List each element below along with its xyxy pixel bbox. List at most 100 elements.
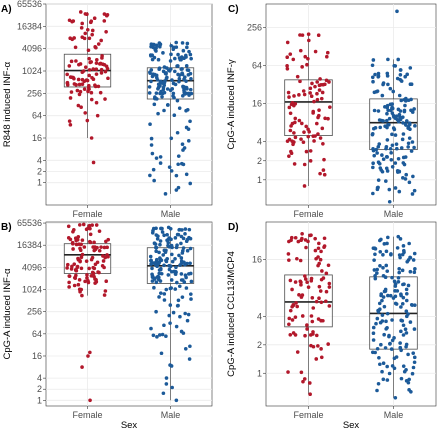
data-point bbox=[174, 265, 178, 270]
data-point bbox=[385, 71, 390, 76]
data-point bbox=[149, 326, 153, 331]
data-point bbox=[166, 68, 171, 73]
data-point bbox=[97, 270, 101, 275]
data-point bbox=[70, 75, 74, 80]
data-point bbox=[288, 128, 293, 133]
data-point bbox=[320, 90, 325, 95]
data-point bbox=[376, 381, 381, 386]
data-point bbox=[95, 245, 99, 250]
data-point bbox=[404, 119, 409, 123]
data-point bbox=[180, 295, 185, 299]
data-point bbox=[97, 229, 102, 233]
data-point bbox=[189, 292, 193, 296]
data-point bbox=[373, 252, 377, 257]
y-tick-label: 65536 bbox=[17, 218, 42, 228]
y-tick-label: 1024 bbox=[22, 66, 42, 76]
data-point bbox=[370, 63, 375, 68]
data-point bbox=[158, 242, 162, 247]
y-tick-label: 16384 bbox=[17, 21, 42, 31]
data-point bbox=[94, 100, 99, 105]
series-female bbox=[63, 222, 112, 403]
data-point bbox=[162, 65, 167, 69]
data-point bbox=[171, 94, 175, 98]
data-point bbox=[187, 227, 192, 232]
data-point bbox=[315, 80, 319, 84]
data-point bbox=[164, 376, 169, 380]
data-point bbox=[83, 12, 88, 16]
data-point bbox=[157, 271, 162, 276]
data-point bbox=[404, 172, 409, 177]
data-point bbox=[94, 72, 99, 76]
data-point bbox=[393, 133, 398, 137]
data-point bbox=[287, 258, 291, 262]
data-point bbox=[304, 124, 309, 129]
data-point bbox=[288, 278, 293, 283]
data-point bbox=[153, 262, 158, 266]
data-point bbox=[380, 169, 385, 174]
data-point bbox=[326, 263, 331, 268]
data-point bbox=[288, 308, 293, 313]
data-point bbox=[173, 236, 178, 240]
data-point bbox=[163, 192, 168, 196]
data-point bbox=[159, 291, 163, 295]
x-tick-label: Female bbox=[72, 209, 102, 219]
data-point bbox=[375, 267, 379, 272]
data-point bbox=[396, 57, 401, 62]
data-point bbox=[400, 319, 405, 323]
data-point bbox=[397, 189, 402, 194]
data-point bbox=[286, 252, 291, 256]
data-point bbox=[186, 139, 191, 143]
data-point bbox=[386, 293, 390, 298]
data-point bbox=[379, 342, 383, 347]
data-point bbox=[170, 385, 174, 390]
data-point bbox=[308, 86, 313, 91]
data-point bbox=[182, 77, 186, 82]
data-point bbox=[413, 267, 417, 271]
data-point bbox=[302, 184, 307, 188]
data-point bbox=[73, 276, 78, 280]
data-point bbox=[306, 127, 310, 132]
data-point bbox=[384, 249, 389, 254]
data-point bbox=[292, 162, 297, 166]
panel-label: B) bbox=[1, 222, 12, 233]
data-point bbox=[87, 73, 91, 78]
data-point bbox=[72, 262, 77, 266]
data-point bbox=[408, 127, 412, 132]
data-point bbox=[81, 222, 86, 227]
data-point bbox=[401, 132, 406, 136]
data-point bbox=[404, 367, 408, 372]
data-point bbox=[292, 131, 296, 135]
data-point bbox=[148, 254, 153, 259]
data-point bbox=[393, 282, 398, 286]
data-point bbox=[189, 297, 193, 301]
data-point bbox=[287, 95, 291, 99]
data-point bbox=[371, 338, 376, 342]
data-point bbox=[96, 42, 101, 46]
data-point bbox=[157, 67, 161, 71]
data-point bbox=[298, 258, 303, 263]
data-point bbox=[309, 276, 314, 281]
data-point bbox=[376, 145, 381, 149]
data-point bbox=[404, 378, 409, 383]
data-point bbox=[371, 58, 376, 62]
data-point bbox=[167, 267, 172, 272]
data-point bbox=[87, 83, 91, 88]
data-point bbox=[181, 48, 186, 53]
data-point bbox=[306, 56, 310, 61]
data-point bbox=[152, 55, 157, 60]
data-point bbox=[411, 174, 415, 179]
data-point bbox=[319, 318, 323, 323]
data-point bbox=[155, 237, 160, 241]
y-tick-label: 4 bbox=[37, 155, 42, 165]
data-point bbox=[317, 296, 321, 301]
x-tick-label: Male bbox=[384, 410, 404, 420]
data-point bbox=[154, 309, 158, 314]
data-point bbox=[149, 262, 153, 266]
data-point bbox=[319, 300, 324, 305]
data-point bbox=[67, 280, 71, 285]
data-point bbox=[411, 258, 416, 262]
y-tick-label: 64 bbox=[252, 61, 262, 71]
data-point bbox=[320, 126, 325, 131]
data-point bbox=[78, 89, 83, 94]
data-point bbox=[387, 116, 392, 121]
